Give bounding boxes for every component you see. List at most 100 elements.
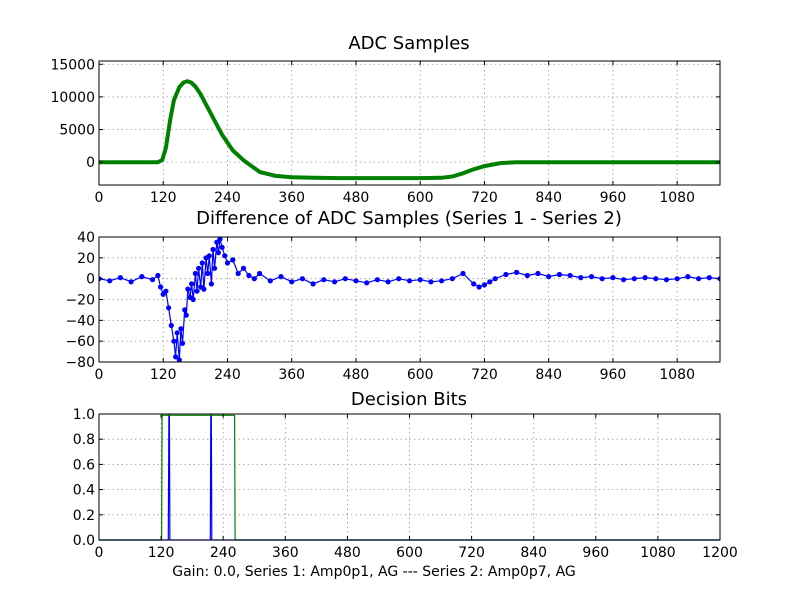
- x-tick-label: 120: [150, 367, 177, 383]
- series-adc-0: [99, 79, 720, 181]
- x-tick-label: 960: [600, 367, 627, 383]
- y-tick-label: 20: [77, 251, 95, 267]
- data-point: [155, 272, 161, 279]
- y-tick-label: 0.2: [73, 508, 95, 524]
- x-tick-label: 240: [214, 190, 241, 206]
- y-tick-label: −20: [65, 293, 95, 309]
- x-tick-label: 120: [150, 190, 177, 206]
- data-point: [492, 276, 498, 282]
- x-tick-label: 0: [95, 190, 104, 206]
- data-point: [183, 312, 189, 318]
- y-tick-label: 15000: [50, 57, 95, 73]
- x-tick-label: 840: [535, 367, 562, 383]
- y-tick-label: −40: [65, 313, 95, 329]
- data-point: [503, 271, 509, 278]
- data-point: [189, 281, 195, 287]
- data-point: [396, 276, 402, 282]
- x-tick-label: 240: [214, 367, 241, 383]
- data-point: [546, 274, 552, 280]
- plot-frame: [98, 60, 721, 186]
- adc-samples-panel: ADC Samples 0 120 240 360 480 600 720 840 960 108…: [50, 33, 721, 206]
- data-point: [185, 286, 191, 292]
- data-point: [631, 276, 637, 282]
- data-point: [449, 276, 455, 282]
- data-point: [556, 271, 563, 278]
- data-point: [217, 236, 223, 242]
- data-point: [374, 277, 380, 283]
- x-tick-label: 0: [95, 545, 104, 561]
- data-point: [182, 307, 188, 313]
- footer-label: Gain: 0.0, Series 1: Amp0p1, AG --- Seri…: [172, 564, 576, 580]
- data-point: [278, 274, 284, 280]
- data-point: [476, 284, 482, 290]
- data-point: [663, 277, 670, 283]
- data-point: [190, 296, 196, 303]
- x-tick-label: 360: [272, 545, 299, 561]
- data-point: [128, 279, 134, 285]
- data-point: [192, 270, 198, 277]
- data-point: [178, 326, 184, 332]
- data-point: [342, 276, 348, 282]
- x-tick-label: 1080: [659, 367, 695, 383]
- data-point: [353, 278, 359, 284]
- y-tick-label: 0: [86, 155, 95, 171]
- x-tick-label: 840: [520, 545, 547, 561]
- data-point: [267, 278, 273, 284]
- x-tick-label: 360: [278, 190, 305, 206]
- data-point: [310, 281, 316, 287]
- series-line: [99, 79, 720, 181]
- adc-samples-title: ADC Samples: [348, 33, 469, 54]
- data-point: [206, 253, 212, 259]
- data-point: [696, 276, 702, 282]
- data-point: [215, 250, 221, 256]
- y-tick-label: 1.0: [73, 407, 95, 423]
- data-point: [364, 280, 370, 286]
- data-point: [321, 277, 327, 283]
- y-tick-label: 0.8: [73, 432, 95, 448]
- data-point: [578, 275, 584, 281]
- x-tick-label: 960: [600, 190, 627, 206]
- x-tick-label: 360: [278, 367, 305, 383]
- series-diff-0: [99, 236, 720, 363]
- x-tick-label: 600: [407, 367, 434, 383]
- data-point: [460, 270, 466, 277]
- x-tick-label: 720: [471, 190, 498, 206]
- data-point: [385, 279, 391, 285]
- data-point: [406, 278, 413, 284]
- data-point: [471, 281, 477, 287]
- data-point: [219, 244, 225, 250]
- data-point: [621, 277, 627, 283]
- data-point: [168, 322, 174, 329]
- x-tick-label: 1080: [640, 545, 676, 561]
- data-point: [481, 282, 487, 288]
- data-point: [524, 272, 530, 279]
- y-tick-label: 0.6: [73, 457, 95, 473]
- data-point: [117, 275, 123, 281]
- data-point: [642, 275, 648, 281]
- x-tick-label: 1200: [702, 545, 738, 561]
- data-point: [428, 279, 434, 285]
- data-point: [487, 279, 493, 285]
- y-tick-label: −80: [65, 355, 95, 371]
- data-point: [173, 354, 179, 360]
- y-tick-label: 0.0: [73, 533, 95, 549]
- x-tick-label: 600: [396, 545, 423, 561]
- x-tick-label: 1080: [659, 190, 695, 206]
- data-point: [149, 277, 156, 283]
- data-point: [251, 276, 257, 282]
- decision-bits-panel: Decision Bits 0 120 240 360 480 600 720 840 960 1…: [73, 389, 738, 561]
- data-point: [174, 330, 180, 336]
- y-tick-label: 5000: [59, 123, 95, 139]
- y-tick-label: 40: [77, 230, 95, 246]
- x-tick-label: 480: [343, 367, 370, 383]
- data-point: [201, 286, 207, 292]
- data-point: [514, 269, 520, 275]
- x-tick-label: 720: [471, 367, 498, 383]
- y-tick-label: 0.4: [73, 483, 95, 499]
- data-point: [674, 276, 680, 282]
- x-tick-label: 960: [582, 545, 609, 561]
- data-point: [685, 274, 691, 280]
- x-tick-label: 0: [95, 367, 104, 383]
